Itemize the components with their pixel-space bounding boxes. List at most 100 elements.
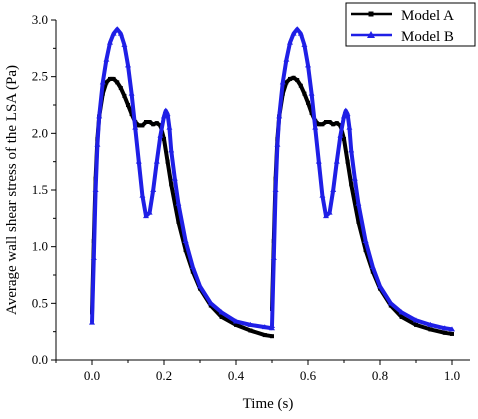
y-tick-label: 2.5 xyxy=(32,69,48,84)
data-point-model-b xyxy=(413,317,419,323)
series-line-model-b xyxy=(90,27,273,331)
data-point-model-b xyxy=(175,200,182,206)
data-point-model-a xyxy=(399,314,404,319)
data-point-model-b xyxy=(341,113,347,119)
data-point-model-b xyxy=(290,30,297,36)
data-point-model-b xyxy=(326,209,333,215)
data-point-model-a xyxy=(144,120,148,124)
legend-marker-model-a xyxy=(368,11,374,17)
data-point-model-a xyxy=(151,122,156,127)
legend-label-model-b: Model B xyxy=(401,29,454,45)
data-point-model-b xyxy=(427,321,434,327)
x-tick-label: 0.2 xyxy=(156,368,172,383)
data-point-model-b xyxy=(342,107,349,113)
data-point-model-a xyxy=(349,182,354,187)
data-point-model-b xyxy=(128,90,135,96)
y-tick-label: 2.0 xyxy=(32,125,48,140)
data-point-model-a xyxy=(342,137,346,141)
y-tick-label: 1.0 xyxy=(32,239,48,254)
y-tick-label: 0.0 xyxy=(32,352,48,367)
series-line-model-b xyxy=(270,27,453,332)
data-point-model-b xyxy=(182,238,189,243)
legend: Model A Model B xyxy=(345,2,476,47)
data-point-model-b xyxy=(103,56,110,62)
data-point-model-b xyxy=(301,41,308,47)
data-point-model-b xyxy=(319,192,326,198)
data-point-model-b xyxy=(150,187,157,192)
data-point-model-b xyxy=(99,79,106,85)
data-point-model-b xyxy=(218,309,225,315)
data-point-model-a xyxy=(136,123,141,128)
data-point-model-a xyxy=(183,248,188,253)
data-point-model-b xyxy=(146,209,153,215)
data-point-model-b xyxy=(297,30,304,36)
data-point-model-a xyxy=(428,327,433,332)
data-point-model-b xyxy=(143,213,149,219)
data-point-model-a xyxy=(327,120,332,124)
data-point-model-b xyxy=(276,113,283,119)
data-point-model-b xyxy=(94,141,101,147)
data-point-model-a xyxy=(147,120,152,124)
data-point-model-b xyxy=(171,175,178,181)
data-point-model-b xyxy=(283,56,290,62)
data-point-model-a xyxy=(345,159,350,164)
data-point-model-b xyxy=(312,124,319,130)
data-point-model-a xyxy=(154,121,159,126)
data-point-model-a xyxy=(298,83,303,88)
data-point-model-a xyxy=(118,86,123,90)
data-point-model-b xyxy=(330,187,337,192)
data-point-model-b xyxy=(441,325,448,331)
x-axis-title: Time (s) xyxy=(243,396,294,412)
data-point-model-b xyxy=(449,326,455,332)
data-point-model-a xyxy=(169,182,174,187)
data-point-model-b xyxy=(279,79,286,85)
data-point-model-a xyxy=(320,122,325,127)
legend-marker-model-b xyxy=(367,31,375,38)
data-point-model-b xyxy=(107,39,113,45)
data-point-model-a xyxy=(122,93,127,98)
data-point-model-a xyxy=(129,112,134,117)
data-point-model-b xyxy=(197,283,203,289)
data-point-model-b xyxy=(164,111,171,117)
data-point-model-b xyxy=(333,158,340,164)
data-point-model-a xyxy=(165,159,170,164)
data-point-model-a xyxy=(309,110,314,115)
data-point-model-b xyxy=(323,213,329,219)
y-tick-label: 0.5 xyxy=(32,295,48,310)
data-point-model-b xyxy=(346,124,353,130)
data-point-model-b xyxy=(121,41,128,47)
data-point-model-b xyxy=(96,113,103,119)
data-point-model-b xyxy=(287,39,293,45)
data-point-model-b xyxy=(247,321,254,327)
data-point-model-b xyxy=(189,264,196,270)
data-point-model-b xyxy=(157,132,164,138)
data-point-model-b xyxy=(90,255,97,260)
data-point-model-b xyxy=(355,200,362,206)
data-point-model-a xyxy=(324,120,328,124)
data-point-model-b xyxy=(305,62,311,68)
data-point-model-a xyxy=(331,122,336,127)
y-axis-title: Average wall shear stress of the LSA (Pa… xyxy=(4,65,20,315)
data-point-model-b xyxy=(272,187,279,192)
data-point-model-a xyxy=(414,322,418,327)
data-point-model-b xyxy=(261,324,268,330)
series-model-b xyxy=(89,26,455,332)
data-point-model-b xyxy=(168,147,175,153)
data-point-model-b xyxy=(348,147,355,153)
x-tick-label: 0.8 xyxy=(372,368,388,383)
data-point-model-a xyxy=(450,331,454,336)
data-point-model-b xyxy=(110,30,117,36)
x-tick-label: 1.0 xyxy=(444,368,460,383)
data-point-model-a xyxy=(108,76,112,81)
data-point-model-b xyxy=(269,323,275,328)
data-point-model-b xyxy=(294,26,301,32)
data-point-model-b xyxy=(125,62,131,68)
data-point-model-b xyxy=(117,30,124,36)
data-point-model-b xyxy=(344,111,351,117)
data-point-model-b xyxy=(114,26,121,32)
y-tick-label: 1.5 xyxy=(32,182,48,197)
data-point-model-a xyxy=(162,137,166,141)
data-point-model-a xyxy=(234,322,238,327)
